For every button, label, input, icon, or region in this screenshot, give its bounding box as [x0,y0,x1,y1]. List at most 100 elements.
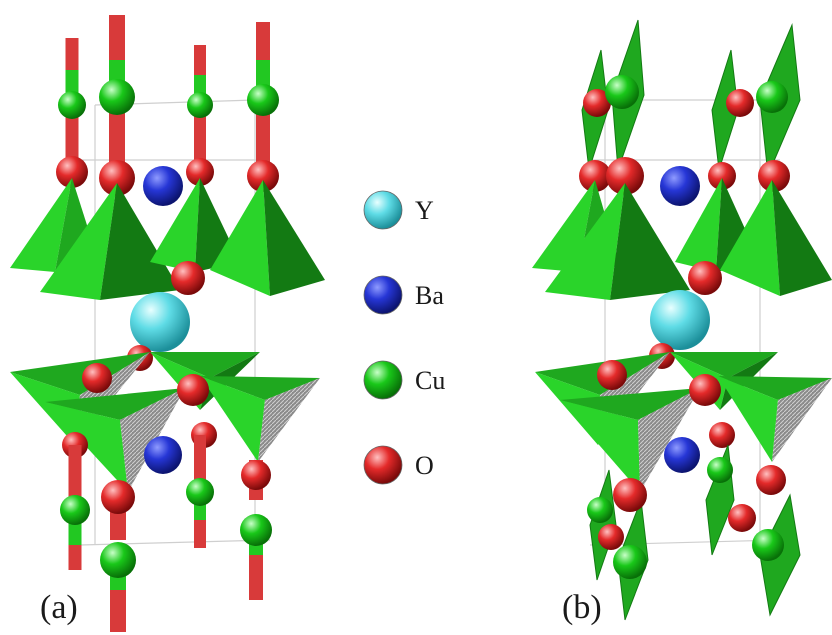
atom-cu [587,497,613,523]
cu-o-pyramid-face [772,180,832,296]
atom-cu [187,92,213,118]
cu-o-pyramid-face [610,183,690,300]
bond-stick [65,115,79,160]
atom-o [728,504,756,532]
cu-o-pyramid-top [200,376,320,400]
bond-stick [65,38,79,70]
atom-o [177,374,209,406]
atom-o [688,261,722,295]
bond-stick [194,110,206,160]
atom-cu [613,545,647,579]
bond-stick [109,110,125,165]
atom-o [613,478,647,512]
atom-cu [60,495,90,525]
cu-o-pyramid-top [670,352,778,378]
atom-o [579,160,611,192]
bond-stick [194,75,206,95]
cu-o-pyramid-face [718,376,778,462]
bond-stick [256,22,270,60]
atom-o [247,160,279,192]
atom-cu [186,478,214,506]
atom-cu [58,91,86,119]
bond-stick [194,435,206,480]
atom-o [82,363,112,393]
atom-o [99,160,135,196]
legend-label-y: Y [415,196,434,225]
atom-y [650,290,710,350]
cu-o-pyramid-face [638,388,700,492]
atom-cu [240,514,272,546]
cu-o-pyramid-face [10,372,80,445]
bond-stick [65,70,79,95]
atom-o [597,360,627,390]
atom-o [709,422,735,448]
cu-o-pyramid-face [100,183,180,300]
cu-o-pyramid-top [10,352,150,395]
atom-y [130,292,190,352]
cu-o-pyramid-face [200,376,265,462]
bond-stick [194,45,206,75]
legend-swatch-ba [363,275,403,315]
legend-swatch-o [363,445,403,485]
atom-cu [707,457,733,483]
bond-stick [68,520,82,545]
atom-cu [756,81,788,113]
cu-o-pyramid-face [10,178,72,272]
atom-o [689,374,721,406]
atom-o [56,156,88,188]
atom-ba [144,436,182,474]
unit-cell-edge [79,539,271,546]
cu-o-pyramid-face [675,178,722,272]
bond-stick [249,555,263,600]
cu-o-pyramid-top [560,388,700,420]
bond-stick [109,60,125,85]
legend-label-ba: Ba [415,281,444,310]
legend-label-cu: Cu [415,366,445,395]
bond-stick [68,445,82,500]
atom-o [171,261,205,295]
panel-a-label: (a) [40,589,78,626]
legend-swatch-y [363,190,403,230]
legend: Y Ba Cu O [363,190,445,485]
atom-cu [247,84,279,116]
cu-o-pyramid-face [150,178,200,272]
cu-o-pyramid-face [545,183,625,300]
bond-stick [194,520,206,548]
bond-stick [256,60,270,88]
atom-o [708,162,736,190]
atom-o [186,158,214,186]
cu-o-pyramid-face [772,378,832,462]
bond-stick [256,110,270,165]
panel-b-label: (b) [562,589,602,626]
atom-ba [664,437,700,473]
atom-o [726,89,754,117]
bond-stick [110,590,126,632]
atom-o [606,157,644,195]
cu-o-pyramid-top [718,376,832,400]
atom-cu [99,79,135,115]
cu-o-pyramid-face [40,183,117,300]
cu-o-pyramid-face [258,378,320,462]
cu-o-pyramid-face [210,180,270,296]
cu-o-pyramid-face [720,180,780,296]
cu-o-pyramid-top [150,352,260,378]
cu-o-pyramid-face [560,400,640,492]
atom-o [756,465,786,495]
bond-stick [109,15,125,60]
atom-o [583,89,611,117]
panel-a-structure [10,15,325,632]
atom-o [241,460,271,490]
atom-o [598,524,624,550]
atom-o [758,160,790,192]
atom-o [101,480,135,514]
panel-b-structure [532,19,832,621]
atom-cu [605,75,639,109]
atom-cu [752,529,784,561]
cu-o-pyramid-face [263,180,325,296]
legend-swatch-cu [363,360,403,400]
cu-o-pyramid-top [45,388,185,420]
atom-ba [143,166,183,206]
bond-stick [68,545,82,570]
atom-ba [660,166,700,206]
